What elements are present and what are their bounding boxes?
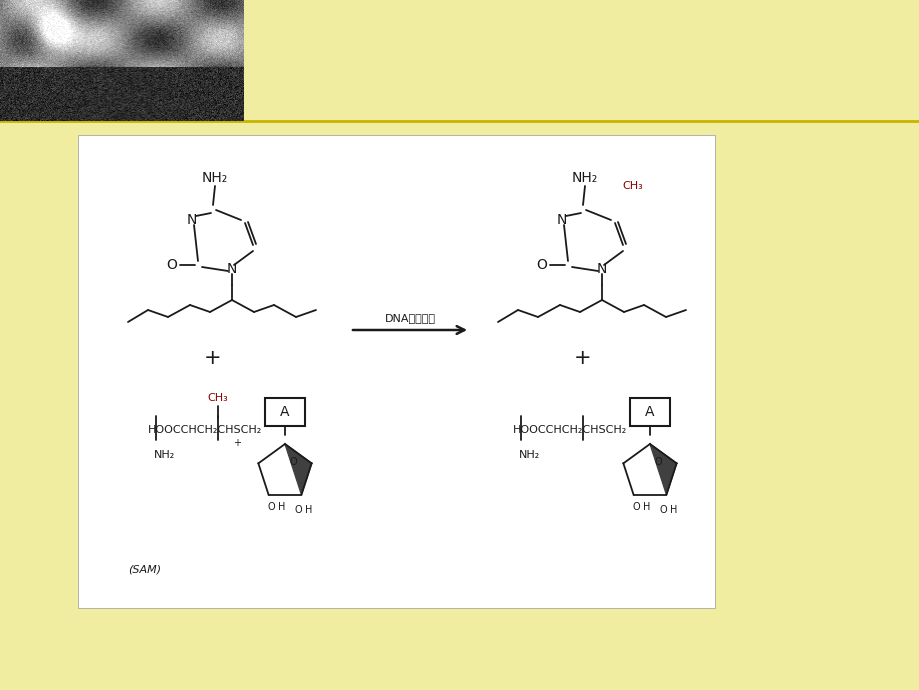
Text: NH₂: NH₂ — [201, 171, 228, 185]
Text: +: + — [573, 348, 591, 368]
Polygon shape — [78, 135, 714, 608]
Text: A: A — [644, 405, 654, 419]
Text: A: A — [280, 405, 289, 419]
Bar — [265, 398, 305, 426]
Text: H: H — [669, 504, 676, 515]
Text: O: O — [166, 258, 177, 272]
Text: O: O — [267, 502, 275, 512]
Text: +: + — [204, 348, 221, 368]
Text: (SAM): (SAM) — [128, 565, 161, 575]
Text: N: N — [556, 213, 567, 227]
Text: H: H — [304, 504, 312, 515]
Text: HOOCCHCH₂CHSCH₂: HOOCCHCH₂CHSCH₂ — [513, 425, 627, 435]
Text: O: O — [294, 504, 302, 515]
Text: CH₃: CH₃ — [208, 393, 228, 403]
Text: H: H — [278, 502, 285, 512]
Text: NH₂: NH₂ — [154, 450, 176, 460]
Polygon shape — [650, 444, 675, 495]
Text: O: O — [653, 457, 661, 467]
Text: HOOCCHCH₂CHSCH₂: HOOCCHCH₂CHSCH₂ — [148, 425, 262, 435]
Text: O: O — [632, 502, 640, 512]
Text: O: O — [536, 258, 547, 272]
Text: NH₂: NH₂ — [519, 450, 540, 460]
Polygon shape — [285, 444, 312, 495]
Text: CH₃: CH₃ — [622, 181, 642, 191]
Text: DNA甲基化酶: DNA甲基化酶 — [384, 313, 435, 323]
Text: N: N — [596, 262, 607, 276]
Text: NH₂: NH₂ — [572, 171, 597, 185]
Text: N: N — [187, 213, 197, 227]
Text: O: O — [289, 457, 297, 467]
Bar — [630, 398, 669, 426]
Text: N: N — [227, 262, 237, 276]
Text: O: O — [659, 504, 666, 515]
Text: H: H — [642, 502, 650, 512]
Text: +: + — [233, 438, 241, 448]
